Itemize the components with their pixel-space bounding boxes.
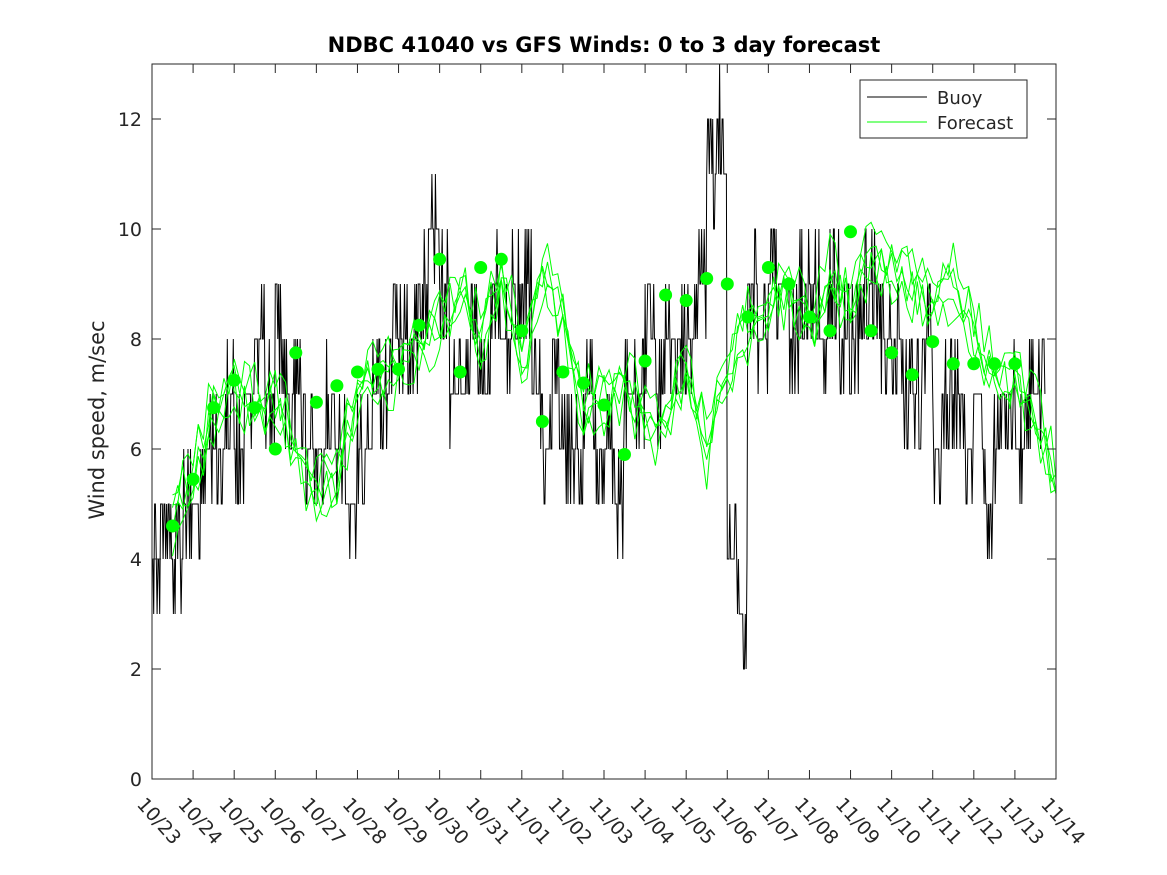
legend-forecast-label: Forecast <box>937 113 1013 134</box>
forecast-line-4 <box>172 248 1057 531</box>
forecast-marker <box>515 324 529 338</box>
forecast-marker <box>474 261 488 274</box>
x-tick-label: 10/26 <box>256 794 309 849</box>
x-tick-label: 11/09 <box>831 794 884 849</box>
forecast-marker <box>844 225 857 239</box>
legend-buoy-label: Buoy <box>937 88 983 109</box>
buoy-line <box>152 63 1046 670</box>
x-tick-label: 10/24 <box>173 794 226 849</box>
x-tick-label: 11/12 <box>954 794 1007 849</box>
forecast-marker <box>823 324 837 338</box>
forecast-marker <box>494 252 508 266</box>
forecast-marker <box>227 373 241 387</box>
forecast-marker <box>700 272 714 285</box>
y-tick-label: 6 <box>130 439 142 461</box>
forecast-marker <box>289 346 303 360</box>
plot-area <box>152 64 1056 779</box>
forecast-marker <box>268 442 282 456</box>
x-tick-label: 11/08 <box>790 794 843 849</box>
y-tick-label: 12 <box>118 109 142 131</box>
forecast-marker <box>371 362 385 376</box>
forecast-line-2 <box>172 252 1057 557</box>
buoy-series <box>152 63 1046 670</box>
y-tick-label: 4 <box>130 549 142 571</box>
forecast-marker <box>330 379 344 393</box>
x-tick-label: 10/31 <box>461 794 514 849</box>
y-tick-label: 8 <box>130 329 142 351</box>
forecast-marker <box>905 368 919 382</box>
forecast-marker <box>885 346 899 360</box>
x-tick-label: 11/05 <box>666 794 719 849</box>
x-tick-label: 11/13 <box>995 794 1048 849</box>
forecast-marker <box>597 398 611 412</box>
forecast-series <box>172 221 1057 557</box>
y-axis-label: Wind speed, m/sec <box>85 320 109 519</box>
forecast-marker <box>309 395 323 409</box>
forecast-marker <box>946 357 960 371</box>
x-tick-label: 10/23 <box>132 794 185 849</box>
forecast-marker <box>186 472 200 486</box>
x-tick-label: 10/27 <box>297 794 350 849</box>
forecast-marker <box>1008 357 1022 371</box>
forecast-line-3 <box>172 244 1057 507</box>
x-tick-label: 10/29 <box>379 794 432 849</box>
chart-title: NDBC 41040 vs GFS Winds: 0 to 3 day fore… <box>328 33 881 57</box>
y-tick-label: 2 <box>130 659 142 681</box>
x-tick-label: 11/07 <box>749 794 802 849</box>
forecast-marker <box>679 294 693 307</box>
x-tick-label: 10/30 <box>420 794 473 849</box>
forecast-marker <box>782 277 796 291</box>
x-tick-label: 11/04 <box>625 794 678 849</box>
forecast-marker <box>248 401 262 415</box>
forecast-marker <box>720 277 734 291</box>
forecast-marker <box>351 365 364 379</box>
plot-background <box>152 64 1056 779</box>
forecast-marker <box>207 401 221 415</box>
forecast-line-1 <box>172 221 1057 506</box>
x-tick-label: 11/06 <box>708 794 761 849</box>
x-tick-label: 11/03 <box>584 794 637 849</box>
x-tick-label: 11/10 <box>872 794 925 849</box>
y-tick-label: 0 <box>130 769 142 791</box>
forecast-marker <box>659 288 673 302</box>
forecast-markers <box>166 225 1022 533</box>
forecast-marker <box>741 310 755 324</box>
forecast-marker <box>166 519 179 533</box>
forecast-marker <box>638 354 652 368</box>
legend: Buoy Forecast <box>859 79 1028 139</box>
forecast-marker <box>535 415 549 428</box>
forecast-marker <box>803 310 816 324</box>
forecast-marker <box>967 357 981 371</box>
x-tick-label: 10/25 <box>214 794 267 849</box>
forecast-marker <box>577 376 590 390</box>
forecast-marker <box>761 261 775 274</box>
forecast-marker <box>987 357 1001 371</box>
y-tick-label: 10 <box>118 219 142 241</box>
x-tick-label: 10/28 <box>338 794 391 849</box>
x-tick-label: 11/01 <box>502 794 555 849</box>
forecast-marker <box>556 365 570 379</box>
forecast-marker <box>618 448 631 461</box>
forecast-marker <box>412 318 426 332</box>
forecast-marker <box>433 252 447 266</box>
x-tick-label: 11/02 <box>543 794 596 849</box>
forecast-marker <box>864 324 878 338</box>
forecast-marker <box>392 362 405 376</box>
x-tick-label: 11/14 <box>1036 794 1089 849</box>
forecast-marker <box>926 335 940 349</box>
forecast-marker <box>453 365 467 379</box>
x-tick-label: 11/11 <box>913 794 966 849</box>
